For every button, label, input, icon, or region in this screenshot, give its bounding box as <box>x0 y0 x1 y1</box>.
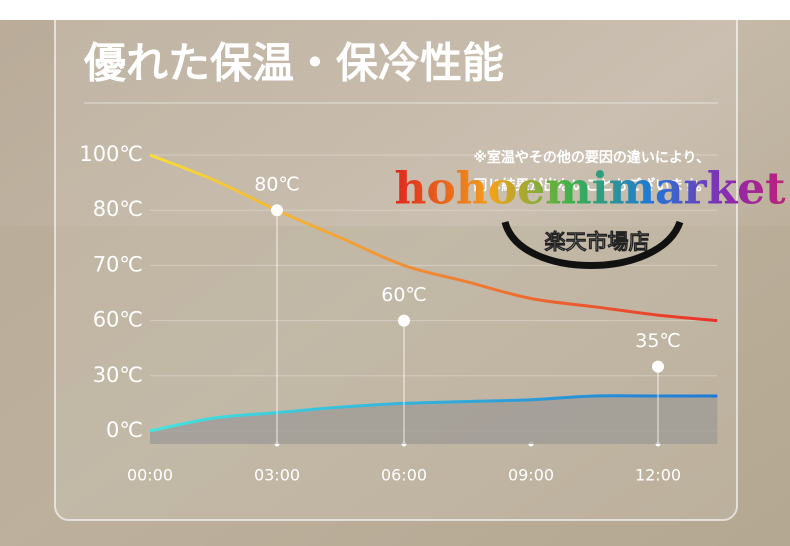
point <box>652 360 664 373</box>
value-label: 35℃ <box>635 330 681 352</box>
top-strip <box>0 0 790 20</box>
x-tick-label: 03:00 <box>254 466 300 485</box>
value-label: 80℃ <box>254 174 300 196</box>
x-tick-label: 00:00 <box>127 466 173 485</box>
point <box>398 314 410 327</box>
y-tick-label: 0℃ <box>106 418 143 442</box>
panel <box>54 0 738 521</box>
y-tick-label: 80℃ <box>93 197 143 221</box>
x-tick-label: 09:00 <box>508 466 554 485</box>
x-tick-label: 06:00 <box>381 466 427 485</box>
line <box>149 153 718 323</box>
note: 同じ結果が出ないこともございます。 <box>473 177 710 194</box>
watermark-brand: hohoemimarket <box>395 164 787 215</box>
note: ※室温やその他の要因の違いにより、 <box>473 149 710 166</box>
y-tick-label: 30℃ <box>93 363 143 387</box>
watermark-store: 楽天市場店 <box>545 230 650 254</box>
plot: 100℃ 80℃ 70℃ 60℃ 30℃ 0℃ 00:00 03:00 06:00 09:00 12… <box>79 142 718 485</box>
line <box>149 394 718 433</box>
point <box>271 204 283 217</box>
y-tick-label: 70℃ <box>93 252 143 276</box>
y-tick-label: 100℃ <box>79 142 143 166</box>
title: 優れた保温・保冷性能 <box>83 39 504 88</box>
y-tick-label: 60℃ <box>93 308 143 332</box>
area <box>150 395 718 444</box>
watermark-smile <box>501 220 684 269</box>
x-tick-label: 12:00 <box>635 466 681 485</box>
value-label: 60℃ <box>381 284 427 306</box>
